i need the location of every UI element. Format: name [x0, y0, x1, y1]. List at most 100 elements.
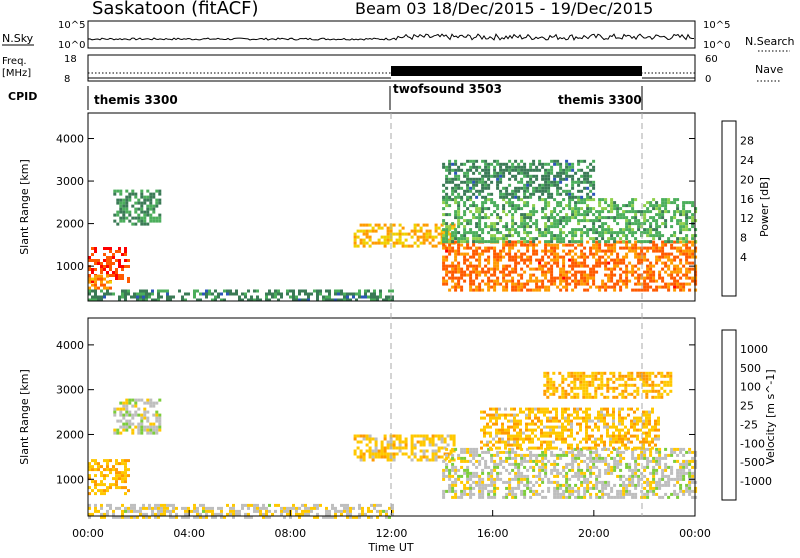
- vel-region-5-cell: [567, 428, 570, 432]
- vel-region-5-cell: [522, 437, 525, 441]
- vel-region-2-cell: [211, 515, 214, 519]
- vel-region-4-cell: [445, 447, 449, 451]
- power-region-3-cell: [340, 289, 343, 293]
- vel-region-3-cell: [368, 446, 372, 450]
- vel-region-3-cell: [410, 440, 414, 444]
- vel-region-2-cell: [187, 506, 190, 510]
- power-region-6-cell: [610, 237, 614, 241]
- vel-region-4-cell: [676, 474, 680, 478]
- vel-region-2-cell: [121, 515, 124, 519]
- vel-region-5-cell: [639, 446, 642, 450]
- vel-region-5-cell: [534, 413, 537, 417]
- power-region-6-cell: [598, 234, 602, 238]
- vel-region-4-cell: [568, 495, 572, 499]
- power-region-5-cell: [535, 288, 539, 292]
- vel-region-2-cell: [208, 509, 211, 513]
- power-region-7-cell: [448, 195, 452, 199]
- power-region-5-cell: [472, 279, 476, 283]
- power-region-5-cell: [568, 264, 572, 268]
- power-region-1-cell: [88, 280, 91, 284]
- power-region-5-cell: [505, 279, 509, 283]
- power-region-7-cell: [571, 180, 575, 184]
- power-region-0-cell: [88, 256, 91, 259]
- vel-region-4-cell: [688, 474, 692, 478]
- vel-region-2-cell: [154, 503, 157, 507]
- power-region-2-cell: [149, 192, 153, 196]
- vel-region-4-cell: [577, 462, 581, 466]
- vel-region-5-cell: [651, 446, 654, 450]
- vel-region-6-cell: [594, 389, 598, 393]
- vel-region-5-cell: [633, 416, 636, 420]
- vel-region-2-cell: [118, 506, 121, 510]
- vel-region-5-cell: [654, 422, 657, 426]
- vel-region-2-cell: [358, 503, 361, 507]
- power-region-5-cell: [667, 258, 671, 262]
- vel-region-5-cell: [510, 437, 513, 441]
- vel-region-4-cell: [559, 495, 563, 499]
- power-region-6-cell: [553, 234, 557, 238]
- power-region-5-cell: [544, 288, 548, 292]
- power-region-6-cell: [544, 213, 548, 217]
- vel-region-5-cell: [657, 428, 660, 432]
- vel-region-2-cell: [118, 515, 121, 519]
- power-region-7-cell: [451, 168, 455, 172]
- power-region-7-cell: [514, 192, 518, 196]
- vel-region-6-cell: [543, 383, 547, 387]
- power-region-5-cell: [505, 243, 509, 247]
- vel-region-1-cell: [158, 398, 162, 402]
- vel-region-5-cell: [534, 428, 537, 432]
- power-region-3-cell: [334, 298, 337, 302]
- vel-region-4-cell: [583, 489, 587, 493]
- power-region-3-cell: [346, 295, 349, 299]
- power-region-7-cell: [499, 174, 503, 178]
- power-region-6-cell: [628, 231, 632, 235]
- power-region-7-cell: [556, 180, 560, 184]
- vel-region-6-cell: [570, 389, 574, 393]
- power-region-6-cell: [571, 240, 575, 244]
- vel-region-3-cell: [380, 440, 384, 444]
- vel-region-2-cell: [244, 503, 247, 507]
- power-region-2-cell: [119, 216, 123, 220]
- vel-region-6-cell: [570, 371, 574, 375]
- power-region-2-cell: [134, 222, 138, 226]
- power-region-6-cell: [655, 204, 659, 208]
- vel-region-4-cell: [580, 471, 584, 475]
- power-region-5-cell: [490, 273, 494, 277]
- power-region-3-cell: [94, 295, 97, 299]
- power-region-7-cell: [442, 195, 446, 199]
- power-region-0-cell: [106, 256, 109, 259]
- vel-region-5-cell: [657, 416, 660, 420]
- power-region-5-cell: [550, 264, 554, 268]
- power-region-7-cell: [478, 192, 482, 196]
- power-region-6-cell: [538, 198, 542, 202]
- vel-region-4-cell: [541, 459, 545, 463]
- vel-region-2-cell: [196, 509, 199, 513]
- power-region-3-cell: [172, 295, 175, 299]
- vel-region-0-cell: [94, 480, 97, 484]
- vel-region-4-cell: [487, 483, 491, 487]
- power-region-7-cell: [466, 189, 470, 193]
- vel-region-5-cell: [492, 422, 495, 426]
- vel-region-0-cell: [121, 486, 124, 490]
- power-region-5-cell: [445, 246, 449, 250]
- vel-region-3-cell: [434, 434, 438, 438]
- vel-region-4-cell: [553, 489, 557, 493]
- power-region-6-cell: [445, 228, 449, 232]
- vel-region-2-cell: [265, 506, 268, 510]
- power-region-2-cell: [131, 189, 135, 193]
- power-region-5-cell: [652, 276, 656, 280]
- power-region-6-cell: [514, 210, 518, 214]
- power-region-5-cell: [445, 273, 449, 277]
- vel-region-4-cell: [496, 450, 500, 454]
- power-region-3-cell: [388, 289, 391, 293]
- power-region-7-cell: [469, 195, 473, 199]
- power-region-6-cell: [604, 240, 608, 244]
- power-region-5-cell: [661, 285, 665, 289]
- vel-region-4-cell: [547, 459, 551, 463]
- vel-region-5-cell: [588, 413, 591, 417]
- power-region-4-cell: [416, 238, 420, 242]
- power-region-7-cell: [565, 165, 569, 169]
- power-region-5-cell: [589, 249, 593, 253]
- vel-region-2-cell: [343, 509, 346, 513]
- power-region-7-cell: [475, 177, 479, 181]
